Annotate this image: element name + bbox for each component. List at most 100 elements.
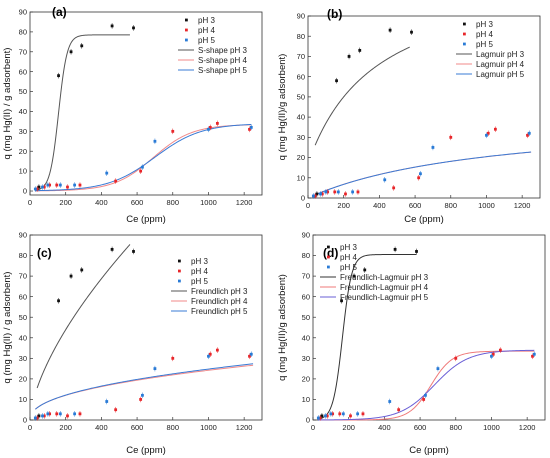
y-tick-label: 10: [297, 173, 305, 182]
x-tick-label: 1200: [514, 201, 531, 210]
y-tick-label: 0: [23, 416, 27, 425]
legend-marker: [327, 255, 330, 259]
y-tick-label: 10: [302, 395, 310, 404]
legend-label: Freundlich pH 4: [191, 297, 248, 306]
x-tick-label: 1000: [483, 423, 500, 432]
legend-marker: [463, 22, 466, 26]
y-tick-label: 50: [19, 313, 27, 322]
model-curve-ph3: [37, 34, 130, 191]
x-tick-label: 200: [337, 201, 350, 210]
model-curve-ph5: [313, 151, 532, 197]
x-tick-label: 1000: [200, 423, 217, 432]
y-tick-label: 40: [302, 333, 310, 342]
legend-label: Freundlich-Lagmuir pH 3: [340, 273, 429, 282]
x-tick-label: 200: [59, 198, 72, 207]
legend-label: pH 4: [476, 30, 493, 39]
legend-marker: [178, 259, 181, 263]
panel-label: (d): [323, 246, 338, 260]
y-tick-label: 80: [302, 251, 310, 260]
panel-label: (b): [327, 7, 342, 21]
x-tick-label: 600: [131, 198, 144, 207]
x-tick-label: 400: [95, 423, 108, 432]
x-tick-label: 200: [342, 423, 355, 432]
legend-label: Freundlich-Lagmuir pH 4: [340, 283, 429, 292]
x-tick-label: 400: [95, 198, 108, 207]
model-curve-ph3: [36, 244, 131, 389]
y-tick-label: 70: [302, 272, 310, 281]
x-axis-title: Ce (ppm): [126, 214, 166, 225]
x-tick-label: 800: [167, 423, 180, 432]
panel-label: (a): [52, 5, 67, 19]
legend-label: S-shape pH 5: [198, 66, 247, 75]
x-tick-label: 1200: [519, 423, 536, 432]
plot-frame: [29, 234, 263, 421]
legend-label: pH 5: [191, 277, 208, 286]
x-tick-label: 600: [409, 201, 422, 210]
legend-label: Freundlich-Lagmuir pH 5: [340, 293, 429, 302]
legend-label: Freundlich pH 5: [191, 307, 248, 316]
legend-marker: [185, 38, 188, 42]
legend-marker: [463, 32, 466, 36]
y-tick-label: 90: [302, 231, 310, 240]
y-axis-title: q (mg Hg(II) / g adsorbent): [2, 48, 13, 160]
y-tick-label: 70: [19, 272, 27, 281]
y-tick-label: 30: [297, 133, 305, 142]
y-tick-label: 30: [302, 354, 310, 363]
panel-c: 0 200 400 600 800 1000 1200 0 10 20 30 40 50 60 70 80 90…: [2, 231, 263, 456]
x-tick-label: 0: [306, 201, 310, 210]
y-tick-label: 80: [19, 251, 27, 260]
y-tick-label: 30: [19, 354, 27, 363]
x-tick-label: 800: [167, 198, 180, 207]
legend: pH 3pH 4pH 5S-shape pH 3S-shape pH 4S-sh…: [178, 16, 247, 75]
legend-label: pH 4: [191, 267, 208, 276]
legend-label: pH 3: [198, 16, 215, 25]
x-tick-label: 1000: [200, 198, 217, 207]
panel-label: (c): [37, 246, 52, 260]
x-tick-label: 400: [378, 423, 391, 432]
panel-a: 0 200 400 600 800 1000 1200 0 10 20 30 40 50 60 70 80 90…: [2, 5, 263, 225]
x-tick-label: 800: [445, 201, 458, 210]
legend-label: pH 5: [340, 263, 357, 272]
legend-marker: [327, 265, 330, 269]
x-axis-title: Ce (ppm): [409, 445, 449, 456]
y-tick-label: 50: [19, 87, 27, 96]
y-tick-label: 60: [19, 67, 27, 76]
x-tick-label: 1000: [478, 201, 495, 210]
model-curve-ph3: [314, 46, 410, 146]
y-tick-label: 50: [302, 313, 310, 322]
legend-label: pH 3: [476, 20, 493, 29]
y-tick-label: 90: [19, 231, 27, 240]
plot-frame: [29, 11, 263, 196]
legend-label: pH 5: [198, 36, 215, 45]
x-tick-label: 400: [373, 201, 386, 210]
y-tick-label: 80: [297, 32, 305, 41]
y-tick-label: 0: [306, 416, 310, 425]
x-axis-title: Ce (ppm): [126, 445, 166, 456]
y-tick-label: 70: [297, 52, 305, 61]
legend-label: Lagmuir pH 4: [476, 60, 525, 69]
y-tick-label: 10: [19, 395, 27, 404]
x-tick-label: 600: [414, 423, 427, 432]
legend-label: Freundlich pH 3: [191, 287, 248, 296]
y-tick-label: 60: [19, 292, 27, 301]
panel-d: 0 200 400 600 800 1000 1200 0 10 20 30 40 50 60 70 80 90…: [277, 231, 546, 456]
y-tick-label: 90: [297, 12, 305, 21]
panel-b: 0 200 400 600 800 1000 1200 0 10 20 30 40 50 60 70 80 90…: [277, 7, 541, 225]
y-tick-label: 40: [297, 113, 305, 122]
y-tick-label: 10: [19, 167, 27, 176]
y-tick-label: 50: [297, 92, 305, 101]
y-tick-label: 40: [19, 107, 27, 116]
plot-frame: [307, 15, 541, 199]
y-tick-label: 90: [19, 8, 27, 17]
y-tick-label: 20: [19, 147, 27, 156]
y-tick-label: 60: [302, 292, 310, 301]
x-tick-label: 1200: [236, 423, 253, 432]
legend-label: pH 4: [340, 253, 357, 262]
legend-label: pH 3: [191, 257, 208, 266]
legend-marker: [178, 269, 181, 273]
model-curve-ph3: [319, 254, 417, 420]
y-tick-label: 20: [19, 374, 27, 383]
